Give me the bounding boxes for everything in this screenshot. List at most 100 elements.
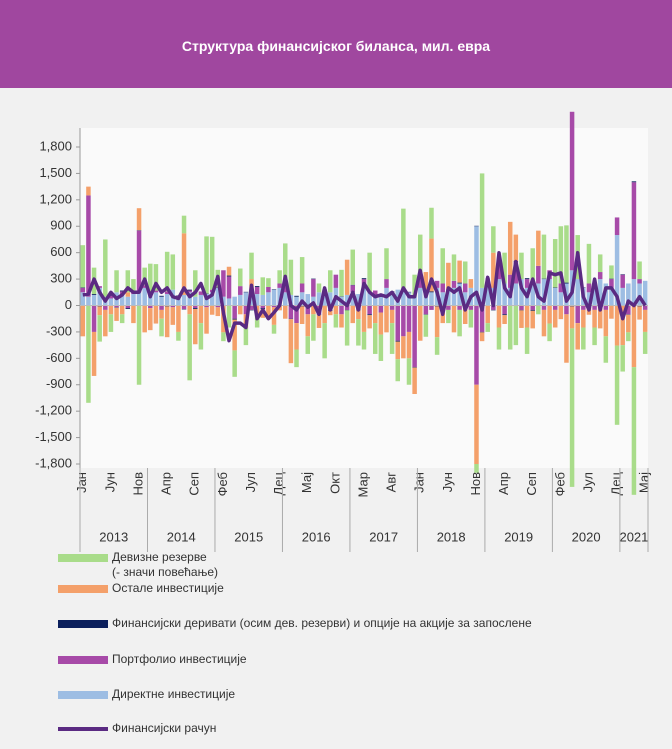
x-tick-label: Сеп [187,472,202,496]
bar-segment [125,296,131,306]
bar-segment [164,306,170,338]
bar-segment [311,305,316,315]
bar-segment [592,287,597,306]
legend-label: Портфолио инвестиције [112,652,247,666]
bar-segment [136,230,142,293]
bar-segment [626,314,631,333]
bar-segment [541,305,547,310]
x-tick-label: Јун [440,472,455,492]
bar-segment [485,323,490,332]
year-label: 2016 [302,529,331,544]
bar-segment [271,307,277,325]
bar-segment [564,225,569,283]
bar-segment [417,279,423,288]
legend-item: Остале инвестиције [58,581,224,596]
bar-segment [339,314,344,328]
bar-segment [412,296,417,306]
bar-segment [187,305,192,315]
bar-segment [631,181,637,183]
bar-segment [513,261,519,284]
bar-segment [316,314,322,328]
bar-segment [209,236,215,290]
x-tick-label: Дец [271,471,286,495]
bar-segment [97,306,102,316]
bar-segment [609,279,614,288]
bar-segment [614,345,620,425]
bar-segment [502,283,507,306]
legend-label: Остале инвестиције [112,581,224,595]
year-label: 2014 [167,529,196,544]
x-tick-label: Нов [130,472,145,496]
bar-segment [142,305,147,333]
bar-segment [485,283,490,306]
bar-segment [193,296,198,306]
bar-segment [479,332,485,342]
bar-segment [502,252,507,284]
bar-segment [575,279,580,306]
bar-segment [283,243,288,284]
header: Структура финансијског биланса, мил. евр… [0,0,672,88]
bar-segment [446,309,451,324]
bar-segment [620,274,625,288]
bar-segment [131,305,136,324]
bar-segment [519,310,524,328]
bar-segment [294,323,299,350]
bar-segment [485,305,490,324]
bar-segment [164,251,170,292]
x-tick-label: Јул [243,472,258,492]
bar-segment [395,340,400,342]
bar-segment [322,323,327,359]
bar-segment [592,309,597,328]
bar-segment [491,305,496,310]
bar-segment [429,292,434,306]
bar-segment [367,305,372,315]
bar-segment [620,345,625,372]
bar-segment [164,294,170,306]
bar-segment [119,305,125,315]
y-tick-label: 1,500 [39,165,72,180]
year-label: 2020 [572,529,601,544]
bar-segment [552,309,558,328]
bar-segment [97,286,102,288]
x-tick-label: Феб [552,472,567,496]
bar-segment [181,294,187,306]
bar-segment [187,292,192,306]
bar-segment [491,252,496,288]
bar-segment [446,289,451,306]
bar-segment [333,314,339,328]
bar-segment [243,327,249,346]
bar-segment [507,305,513,350]
bar-segment [406,331,412,359]
bar-segment [417,305,423,341]
bar-segment [626,305,631,315]
bar-segment [401,305,406,337]
bar-segment [564,314,569,363]
bar-segment [125,305,131,309]
bar-segment [159,318,164,337]
bar-segment [316,292,322,306]
x-tick-label: Мај [299,472,314,493]
bar-segment [232,350,237,377]
bar-segment [406,292,412,306]
bar-segment [569,328,575,487]
bar-segment [440,248,445,284]
bar-segment [226,275,232,277]
x-tick-label: Јан [412,472,427,493]
bar-segment [153,292,159,306]
bar-segment [367,315,372,329]
bar-segment [575,323,580,350]
bar-segment [164,291,170,295]
bar-segment [131,279,136,293]
bar-segment [642,305,648,310]
bar-segment [423,314,429,337]
bar-segment [159,295,164,297]
x-tick-label: Мар [355,472,370,497]
bar-segment [294,305,299,324]
bar-segment [299,292,305,306]
bar-segment [226,305,232,328]
bar-segment [412,367,417,394]
bar-segment [181,305,187,310]
bar-segment [372,294,378,306]
